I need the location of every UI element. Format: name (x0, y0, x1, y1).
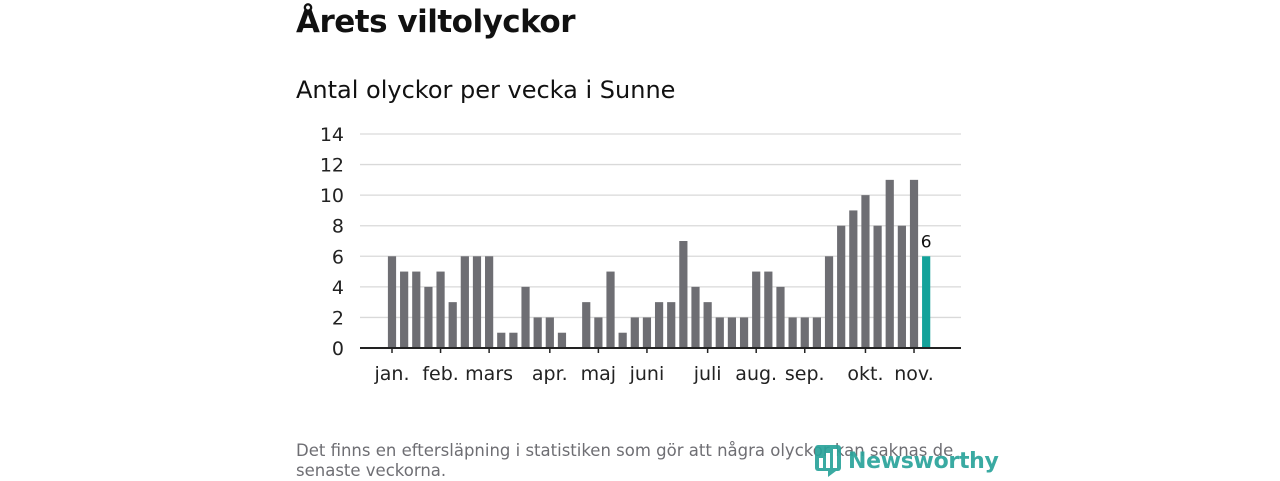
bar (545, 317, 554, 348)
bar-highlight (922, 256, 931, 348)
bar (606, 271, 615, 348)
bar (885, 179, 894, 348)
bar (715, 317, 724, 348)
bar (739, 317, 749, 348)
bar (691, 286, 700, 348)
y-tick-label: 10 (320, 185, 344, 207)
bar (448, 302, 457, 348)
data-label: 6 (921, 232, 932, 252)
footnote: Det finns en eftersläpning i statistiken… (296, 441, 954, 480)
bar (509, 332, 518, 348)
bar (424, 286, 433, 348)
bar (582, 302, 591, 348)
x-tick-label: juli (693, 363, 722, 385)
bar (776, 286, 785, 348)
x-tick-label: okt. (847, 363, 883, 385)
bar (861, 195, 870, 348)
newsworthy-logo: Newsworthy (814, 444, 999, 478)
bar (472, 256, 482, 348)
bar (412, 271, 421, 348)
x-tick-label: sep. (785, 363, 825, 385)
bar (667, 302, 676, 348)
bar (533, 317, 542, 348)
x-tick-label: aug. (735, 363, 777, 385)
bar (764, 271, 773, 348)
bar (788, 317, 797, 348)
x-tick-label: nov. (894, 363, 933, 385)
x-tick-label: jan. (373, 363, 409, 385)
bar (460, 256, 469, 348)
bar (800, 317, 809, 348)
bar (642, 317, 652, 348)
y-tick-label: 2 (332, 307, 344, 329)
bar (618, 332, 627, 348)
bar (824, 256, 834, 348)
y-tick-label: 4 (332, 277, 344, 299)
bar (654, 302, 664, 348)
y-tick-label: 14 (320, 124, 344, 146)
bar (485, 256, 494, 348)
bar (594, 317, 603, 348)
newsworthy-logo-icon (815, 445, 841, 477)
bar (873, 225, 882, 348)
bar (400, 271, 409, 348)
bar (727, 317, 737, 348)
x-tick-label: juni (629, 363, 665, 385)
y-tick-label: 12 (320, 155, 344, 177)
bar (849, 210, 858, 348)
x-tick-label: apr. (532, 363, 568, 385)
bar (752, 271, 761, 348)
x-tick-label: feb. (422, 363, 458, 385)
y-tick-label: 8 (332, 216, 344, 238)
bar (897, 225, 906, 348)
bar (497, 332, 506, 348)
bar (557, 332, 567, 348)
bar-chart: 0 2 4 6 8 10 12 14 6 jan. feb. mars apr. maj juni juli a… (320, 124, 961, 385)
y-tick-label: 0 (332, 338, 344, 360)
bar (521, 286, 530, 348)
bar (630, 317, 639, 348)
bar (387, 256, 397, 348)
bar (837, 225, 846, 348)
x-tick-label: mars (465, 363, 513, 385)
bar (436, 271, 445, 348)
bar (679, 241, 688, 348)
chart-subtitle: Antal olyckor per vecka i Sunne (296, 76, 676, 104)
logo-text: Newsworthy (848, 448, 999, 474)
chart-title: Årets viltolyckor (296, 4, 576, 40)
bar (703, 302, 712, 348)
x-tick-label: maj (581, 363, 616, 385)
bar (812, 317, 821, 348)
bar (909, 179, 919, 348)
y-tick-label: 6 (332, 246, 344, 268)
